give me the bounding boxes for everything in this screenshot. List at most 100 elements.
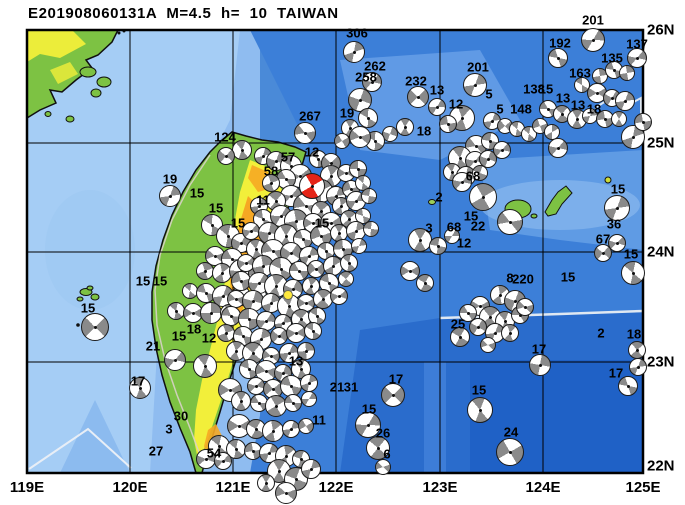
depth-label: 31 bbox=[343, 379, 359, 395]
latitude-label: 26N bbox=[647, 21, 675, 39]
depth-label: 2 bbox=[597, 325, 605, 341]
ball-center-dot bbox=[635, 56, 639, 60]
depth-label: 12 bbox=[201, 330, 217, 346]
ball-center-dot bbox=[416, 95, 420, 99]
ball-center-dot bbox=[601, 251, 605, 255]
ball-center-dot bbox=[284, 234, 288, 238]
depth-label: 163 bbox=[569, 65, 591, 81]
ball-center-dot bbox=[329, 221, 333, 225]
focal-mechanism-ball bbox=[375, 459, 391, 475]
ball-center-dot bbox=[299, 367, 303, 371]
focal-mechanism-ball bbox=[363, 221, 379, 237]
coastal-island bbox=[44, 111, 52, 117]
depth-label: 258 bbox=[355, 69, 377, 85]
focal-mechanism-ball bbox=[618, 376, 638, 396]
ishigaki-island bbox=[544, 185, 573, 217]
focal-mechanism-ball bbox=[275, 482, 297, 504]
ball-center-dot bbox=[287, 351, 291, 355]
depth-label: 267 bbox=[299, 108, 321, 124]
depth-label: 22 bbox=[470, 218, 486, 234]
ball-center-dot bbox=[287, 304, 291, 308]
depth-label: 17 bbox=[531, 341, 547, 357]
focal-mechanism-ball bbox=[449, 105, 475, 131]
ball-center-dot bbox=[498, 293, 502, 297]
ball-center-dot bbox=[254, 427, 258, 431]
focal-mechanism-ball bbox=[516, 298, 534, 316]
ball-center-dot bbox=[603, 117, 607, 121]
ball-center-dot bbox=[538, 363, 542, 367]
ball-center-dot bbox=[93, 325, 97, 329]
depth-label: 13 bbox=[570, 97, 586, 113]
ball-center-dot bbox=[513, 299, 517, 303]
depth-label: 17 bbox=[130, 373, 146, 389]
ball-center-dot bbox=[269, 354, 273, 358]
depth-label: 135 bbox=[601, 50, 623, 66]
ball-center-dot bbox=[488, 139, 492, 143]
ball-center-dot bbox=[595, 91, 599, 95]
ball-center-dot bbox=[373, 139, 377, 143]
depth-label: 36 bbox=[606, 216, 622, 232]
focal-mechanism-ball bbox=[634, 113, 652, 131]
focal-mechanism-ball bbox=[439, 115, 457, 133]
focal-mechanism-ball bbox=[226, 341, 246, 361]
focal-mechanism-ball bbox=[349, 126, 371, 148]
ball-center-dot bbox=[291, 401, 295, 405]
focal-mechanism-ball bbox=[467, 397, 493, 423]
ball-center-dot bbox=[221, 294, 225, 298]
focal-mechanism-ball bbox=[497, 209, 523, 235]
focal-mechanism-ball bbox=[334, 133, 350, 149]
ball-center-dot bbox=[631, 271, 635, 275]
ball-center-dot bbox=[237, 424, 241, 428]
ball-center-dot bbox=[269, 301, 273, 305]
ball-center-dot bbox=[264, 319, 268, 323]
islet-dot bbox=[117, 31, 121, 35]
depth-label: 18 bbox=[416, 123, 432, 139]
focal-mechanism-ball bbox=[358, 108, 378, 128]
focal-mechanism-ball bbox=[408, 228, 432, 252]
ball-center-dot bbox=[591, 38, 595, 42]
ball-center-dot bbox=[203, 269, 207, 273]
figure-title: E201908060131A M=4.5 h= 10 TAIWAN bbox=[28, 5, 339, 22]
ball-center-dot bbox=[297, 269, 301, 273]
depth-label: 24 bbox=[503, 424, 519, 440]
depth-label: 5 bbox=[485, 86, 493, 102]
depth-label: 15 bbox=[538, 81, 554, 97]
depth-label: 137 bbox=[626, 36, 648, 52]
focal-mechanism-ball bbox=[472, 165, 488, 181]
ball-center-dot bbox=[334, 194, 338, 198]
focal-mechanism-ball bbox=[479, 150, 497, 168]
focal-mechanism-ball bbox=[301, 391, 317, 407]
ball-center-dot bbox=[319, 209, 323, 213]
depth-label: 124 bbox=[214, 129, 236, 145]
ball-center-dot bbox=[247, 317, 251, 321]
ball-center-dot bbox=[239, 279, 243, 283]
ball-center-dot bbox=[347, 217, 351, 221]
main-event-ball bbox=[299, 173, 325, 199]
ball-center-dot bbox=[213, 254, 217, 258]
ball-center-dot bbox=[294, 477, 298, 481]
depth-label: 11 bbox=[256, 192, 270, 208]
ball-center-dot bbox=[473, 159, 477, 163]
depth-label: 19 bbox=[339, 105, 355, 121]
islet-dot bbox=[76, 323, 80, 327]
longitude-label: 122E bbox=[318, 479, 354, 496]
focal-mechanism-ball bbox=[629, 358, 647, 376]
ball-center-dot bbox=[354, 199, 358, 203]
focal-mechanism-ball bbox=[304, 322, 322, 340]
ball-center-dot bbox=[458, 156, 462, 160]
depth-label: 2 bbox=[435, 189, 443, 205]
ball-center-dot bbox=[358, 135, 362, 139]
ball-center-dot bbox=[631, 135, 635, 139]
focal-mechanism-ball bbox=[270, 327, 288, 345]
ball-center-dot bbox=[221, 459, 225, 463]
focal-mechanism-ball bbox=[619, 65, 635, 81]
focal-mechanism-ball bbox=[400, 261, 420, 281]
penghu-island bbox=[86, 285, 94, 291]
focal-mechanism-ball bbox=[330, 287, 348, 305]
ball-center-dot bbox=[264, 369, 268, 373]
depth-label: 232 bbox=[405, 73, 427, 89]
ball-center-dot bbox=[226, 234, 230, 238]
ball-center-dot bbox=[635, 348, 639, 352]
depth-label: 15 bbox=[471, 382, 487, 398]
depth-label: 26 bbox=[375, 425, 391, 441]
